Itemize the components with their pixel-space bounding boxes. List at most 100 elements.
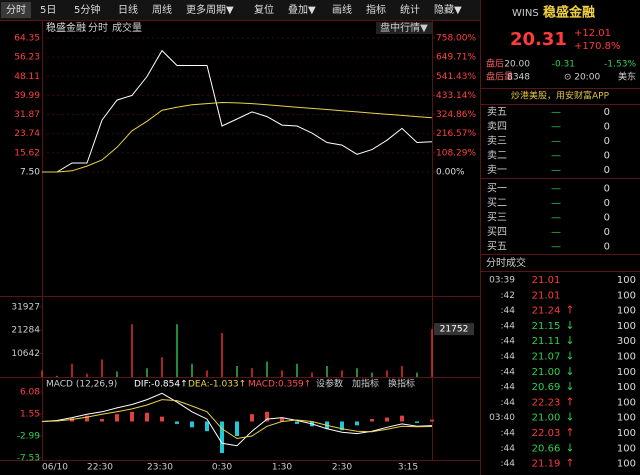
tab[interactable]: 更多周期▼: [186, 3, 234, 16]
y-tick-label: 10642: [11, 349, 40, 359]
y2-tick-label: 324.86%: [436, 110, 476, 120]
macd-bar: [430, 419, 434, 422]
chart-name: 稳盛金融: [46, 21, 86, 34]
trade-volume: 100: [617, 382, 636, 393]
trade-time: :44: [501, 444, 516, 454]
macd-bar: [265, 411, 269, 422]
book-volume: 0: [604, 165, 610, 176]
tool[interactable]: 叠加▼: [288, 4, 316, 16]
line-series: [41, 399, 433, 440]
y2-tick-label: 649.71%: [436, 53, 476, 63]
tab[interactable]: 5日: [40, 5, 56, 16]
tab[interactable]: 周线: [152, 3, 172, 16]
ticker: WINS: [512, 8, 539, 19]
trade-time: :44: [501, 306, 516, 316]
macd-title: MACD (12,26,9): [46, 380, 117, 390]
tool[interactable]: 隐藏▼: [434, 4, 462, 16]
trade-time: :44: [501, 367, 516, 377]
y-tick-label: 23.74: [14, 129, 40, 139]
volume-bar: [236, 366, 238, 377]
trades-title: 分时成交: [486, 256, 526, 269]
volume-bar: [86, 373, 88, 377]
trade-price: 21.19: [532, 459, 561, 470]
macd-bar: [175, 421, 179, 424]
trade-time: :44: [501, 429, 516, 439]
volume-bar: [101, 359, 103, 377]
book-price: —: [551, 213, 561, 224]
volume-bar: [41, 370, 43, 377]
y-tick-label: -2.99: [17, 431, 41, 441]
indicator-button[interactable]: 加指标: [352, 378, 379, 390]
mode-button[interactable]: [376, 22, 432, 34]
volume-bar: [386, 370, 388, 377]
trade-time: :44: [501, 337, 516, 347]
indicator-button[interactable]: 换指标: [388, 378, 415, 390]
tab[interactable]: 分时: [6, 4, 26, 16]
y2-tick-label: 758.00%: [436, 34, 476, 44]
book-label: 买五: [487, 241, 507, 253]
volume-bar: [221, 333, 223, 377]
time-label: 0:30: [212, 463, 232, 473]
trade-price: 20.66: [532, 443, 561, 454]
after-change: -0.31: [552, 60, 575, 70]
trade-time: :44: [501, 383, 516, 393]
trade-price: 22.23: [532, 397, 561, 408]
trade-direction: ↓: [565, 334, 574, 347]
dea: DEA:-1.033↑: [188, 380, 246, 390]
trade-time: :44: [501, 321, 516, 331]
tool[interactable]: 画线: [332, 3, 352, 16]
tab[interactable]: 日线: [118, 3, 138, 16]
book-volume: 0: [604, 136, 610, 147]
macd-bar: [205, 421, 209, 432]
book-label: 买四: [487, 226, 507, 238]
trade-time: 03:40: [489, 413, 515, 423]
zone: 美东: [618, 71, 636, 83]
line-series: [42, 101, 433, 173]
trade-price: 22.03: [532, 428, 561, 439]
tool[interactable]: 统计: [400, 3, 420, 16]
volume-bar: [191, 363, 193, 377]
trade-time: :44: [501, 459, 516, 469]
tool[interactable]: 指标: [366, 3, 386, 16]
volume-bar: [281, 370, 283, 377]
trade-volume: 100: [617, 275, 636, 286]
y-tick-label: 21284: [11, 326, 40, 336]
trade-price: 21.00: [532, 367, 561, 378]
trade-direction: ↓: [565, 365, 574, 378]
trade-volume: 100: [617, 352, 636, 363]
trade-volume: 100: [617, 428, 636, 439]
macd-bar: [130, 411, 134, 422]
trade-volume: 100: [617, 290, 636, 301]
tab[interactable]: 5分钟: [74, 3, 100, 16]
banner[interactable]: 炒港美股，用安财富APP: [511, 90, 610, 102]
trade-volume: 300: [617, 336, 636, 347]
tool[interactable]: 复位: [254, 3, 274, 16]
trade-direction: ↑: [565, 426, 574, 439]
indicator-button[interactable]: 设参数: [316, 378, 343, 390]
trade-direction: ↓: [565, 350, 574, 363]
volume-bar: [326, 366, 328, 377]
trade-direction: ↑: [565, 304, 574, 317]
mode[interactable]: 盘中行情▼: [380, 21, 428, 34]
y2-tick-label: 541.43%: [436, 72, 476, 82]
trade-price: 21.07: [532, 352, 561, 363]
volume-bar: [206, 370, 208, 377]
macd-bar: [340, 421, 344, 431]
volume-bar: [251, 368, 253, 377]
y2-tick-label: 433.14%: [436, 91, 476, 101]
last-tag: [434, 323, 474, 336]
macd-bar: [415, 421, 419, 423]
book-volume: 0: [604, 184, 610, 195]
after-price: 20.00: [504, 60, 530, 70]
time-label: 22:30: [87, 463, 113, 473]
y-tick-label: -7.53: [17, 454, 40, 464]
volume-bar: [71, 363, 73, 377]
trade-price: 20.69: [532, 382, 561, 393]
macd-bar: [400, 415, 404, 422]
trade-price: 21.24: [532, 306, 561, 317]
trade-direction: ↓: [565, 319, 574, 332]
macd-bar: [115, 414, 119, 422]
tab-active[interactable]: [1, 2, 31, 18]
after-vol: 8348: [507, 73, 530, 83]
